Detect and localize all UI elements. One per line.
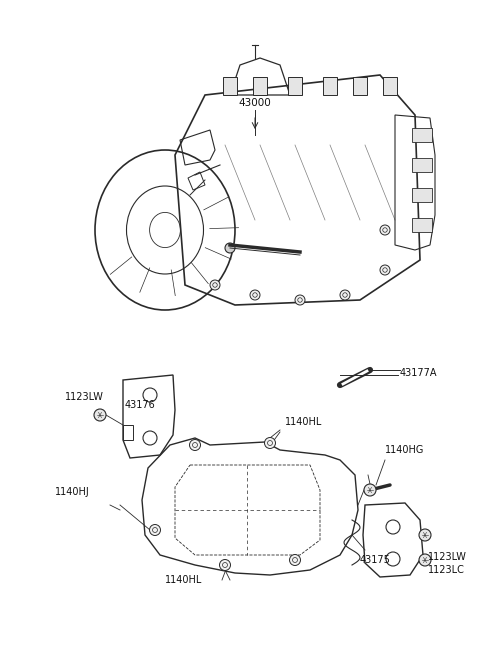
Circle shape xyxy=(419,554,431,566)
Circle shape xyxy=(340,290,350,300)
Circle shape xyxy=(295,295,305,305)
Circle shape xyxy=(264,438,276,449)
Bar xyxy=(412,128,432,142)
Bar xyxy=(323,77,337,95)
Bar xyxy=(288,77,302,95)
Circle shape xyxy=(210,280,220,290)
Text: 43175: 43175 xyxy=(360,555,391,565)
Bar xyxy=(223,77,237,95)
Circle shape xyxy=(190,440,201,451)
Circle shape xyxy=(149,525,160,536)
Bar xyxy=(383,77,397,95)
Circle shape xyxy=(94,409,106,421)
Circle shape xyxy=(364,484,376,496)
Text: 1123LW: 1123LW xyxy=(428,552,467,562)
Circle shape xyxy=(225,243,235,253)
Text: 43176: 43176 xyxy=(125,400,156,410)
Text: 1140HJ: 1140HJ xyxy=(55,487,90,497)
Text: 43000: 43000 xyxy=(239,98,271,108)
Circle shape xyxy=(219,559,230,571)
Text: 1123LW: 1123LW xyxy=(65,392,104,402)
Bar xyxy=(353,77,367,95)
Circle shape xyxy=(250,290,260,300)
Circle shape xyxy=(380,265,390,275)
Text: 43177A: 43177A xyxy=(400,368,437,378)
Text: 1140HG: 1140HG xyxy=(385,445,424,455)
Text: 1123LC: 1123LC xyxy=(428,565,465,575)
Circle shape xyxy=(419,529,431,541)
Text: 1140HL: 1140HL xyxy=(285,417,323,427)
Bar xyxy=(412,218,432,232)
Bar xyxy=(253,77,267,95)
Circle shape xyxy=(289,555,300,565)
Text: 1140HL: 1140HL xyxy=(165,575,203,585)
Circle shape xyxy=(380,225,390,235)
Bar xyxy=(412,158,432,172)
Bar xyxy=(412,188,432,202)
